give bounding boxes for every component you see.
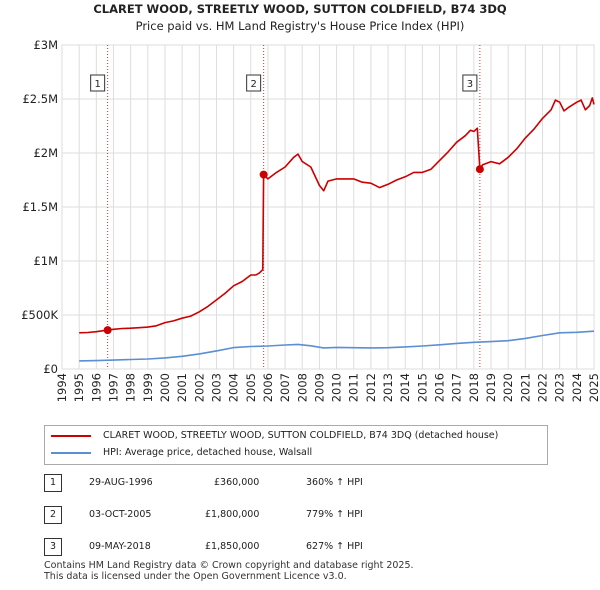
sale-price: £1,850,000 — [205, 541, 260, 552]
x-tick-label: 2023 — [553, 373, 567, 402]
x-tick-label: 2012 — [364, 373, 378, 402]
x-tick-label: 1996 — [89, 373, 103, 402]
legend-swatch-property — [51, 435, 91, 437]
x-tick-label: 2022 — [536, 373, 550, 402]
series-line — [79, 97, 595, 334]
sale-label: 3 — [467, 79, 473, 90]
x-tick-label: 1997 — [106, 373, 120, 402]
x-tick-label: 2019 — [484, 373, 498, 402]
sale-point — [259, 170, 268, 179]
sale-label-box — [246, 74, 262, 92]
sale-label-box — [90, 74, 106, 92]
y-tick-label: £1M — [33, 254, 58, 268]
x-tick-label: 2005 — [244, 373, 258, 402]
x-tick-label: 2016 — [433, 373, 447, 402]
x-tick-label: 2000 — [158, 373, 172, 402]
x-tick-label: 2009 — [312, 373, 326, 402]
x-tick-label: 2002 — [192, 373, 206, 402]
table-row: 3 09-MAY-2018 £1,850,000 627% ↑ HPI — [44, 538, 464, 556]
x-tick-label: 2001 — [175, 373, 189, 402]
sale-points — [103, 165, 484, 335]
sale-label: 1 — [94, 79, 100, 90]
x-tick-label: 2014 — [398, 373, 412, 402]
x-tick-label: 2004 — [227, 373, 241, 402]
y-tick-label: £2M — [33, 146, 58, 160]
x-tick-label: 2024 — [570, 373, 584, 402]
sale-badge: 3 — [44, 538, 62, 556]
x-tick-label: 2011 — [347, 373, 361, 402]
x-tick-label: 2006 — [261, 373, 275, 402]
x-tick-label: 2018 — [467, 373, 481, 402]
x-tick-label: 1999 — [141, 373, 155, 402]
legend-label-property: CLARET WOOD, STREETLY WOOD, SUTTON COLDF… — [103, 430, 499, 441]
legend-swatch-hpi — [51, 452, 91, 454]
x-tick-label: 1994 — [55, 373, 69, 402]
x-tick-label: 2013 — [381, 373, 395, 402]
y-tick-label: £0 — [43, 362, 58, 376]
x-tick-label: 2020 — [501, 373, 515, 402]
x-tick-label: 2025 — [587, 373, 600, 402]
y-axis: £0 £500K £1M £1.5M £2M £2.5M £3M — [21, 38, 58, 376]
y-tick-label: £3M — [33, 38, 58, 52]
grid — [61, 44, 595, 370]
y-tick-label: £500K — [21, 308, 58, 322]
x-tick-label: 2008 — [295, 373, 309, 402]
sale-badge: 2 — [44, 506, 62, 524]
sale-badge: 1 — [44, 474, 62, 492]
legend-label-hpi: HPI: Average price, detached house, Wals… — [103, 447, 313, 458]
x-axis: 1994 1995 1996 1997 1998 1999 2000 2001 2002 2003… — [55, 373, 600, 402]
x-tick-label: 1998 — [124, 373, 138, 402]
sale-hpi: 360% ↑ HPI — [306, 477, 363, 488]
x-tick-label: 2010 — [330, 373, 344, 402]
price-chart: CLARET WOOD, STREETLY WOOD, SUTTON COLDF… — [21, 2, 600, 402]
footer-copyright: Contains HM Land Registry data © Crown c… — [44, 560, 414, 571]
sale-point — [103, 326, 112, 335]
x-tick-label: 2007 — [278, 373, 292, 402]
y-tick-label: £1.5M — [22, 200, 58, 214]
series-line — [79, 330, 595, 362]
sale-hpi: 779% ↑ HPI — [306, 509, 363, 520]
sale-point — [475, 165, 484, 174]
chart-title: CLARET WOOD, STREETLY WOOD, SUTTON COLDF… — [93, 2, 507, 16]
sale-hpi: 627% ↑ HPI — [306, 541, 363, 552]
table-row: 1 29-AUG-1996 £360,000 360% ↑ HPI — [44, 474, 464, 492]
sale-price: £1,800,000 — [205, 509, 260, 520]
sale-date: 03-OCT-2005 — [89, 509, 152, 520]
sale-date: 09-MAY-2018 — [89, 541, 151, 552]
sale-price: £360,000 — [214, 477, 260, 488]
footer-licence: This data is licensed under the Open Gov… — [44, 571, 347, 582]
sale-label-box — [462, 74, 478, 92]
legend: CLARET WOOD, STREETLY WOOD, SUTTON COLDF… — [44, 425, 548, 465]
footer: Contains HM Land Registry data © Crown c… — [44, 560, 414, 582]
sale-label: 2 — [250, 79, 256, 90]
x-tick-label: 2017 — [450, 373, 464, 402]
sale-date: 29-AUG-1996 — [89, 477, 153, 488]
x-tick-label: 2021 — [518, 373, 532, 402]
chart-subtitle: Price paid vs. HM Land Registry's House … — [136, 19, 465, 33]
x-tick-label: 1995 — [72, 373, 86, 402]
table-row: 2 03-OCT-2005 £1,800,000 779% ↑ HPI — [44, 506, 464, 524]
y-tick-label: £2.5M — [22, 92, 58, 106]
series-lines — [79, 97, 595, 362]
x-tick-label: 2003 — [209, 373, 223, 402]
x-tick-label: 2015 — [415, 373, 429, 402]
